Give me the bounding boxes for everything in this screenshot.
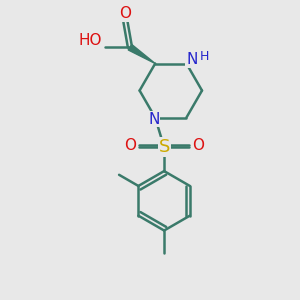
Text: H: H (200, 50, 209, 64)
Polygon shape (128, 44, 155, 64)
Text: O: O (124, 138, 136, 153)
Text: N: N (148, 112, 159, 127)
Text: O: O (192, 138, 204, 153)
Text: S: S (158, 138, 170, 156)
Text: O: O (119, 6, 131, 21)
Text: N: N (186, 52, 197, 68)
Text: HO: HO (79, 33, 102, 48)
